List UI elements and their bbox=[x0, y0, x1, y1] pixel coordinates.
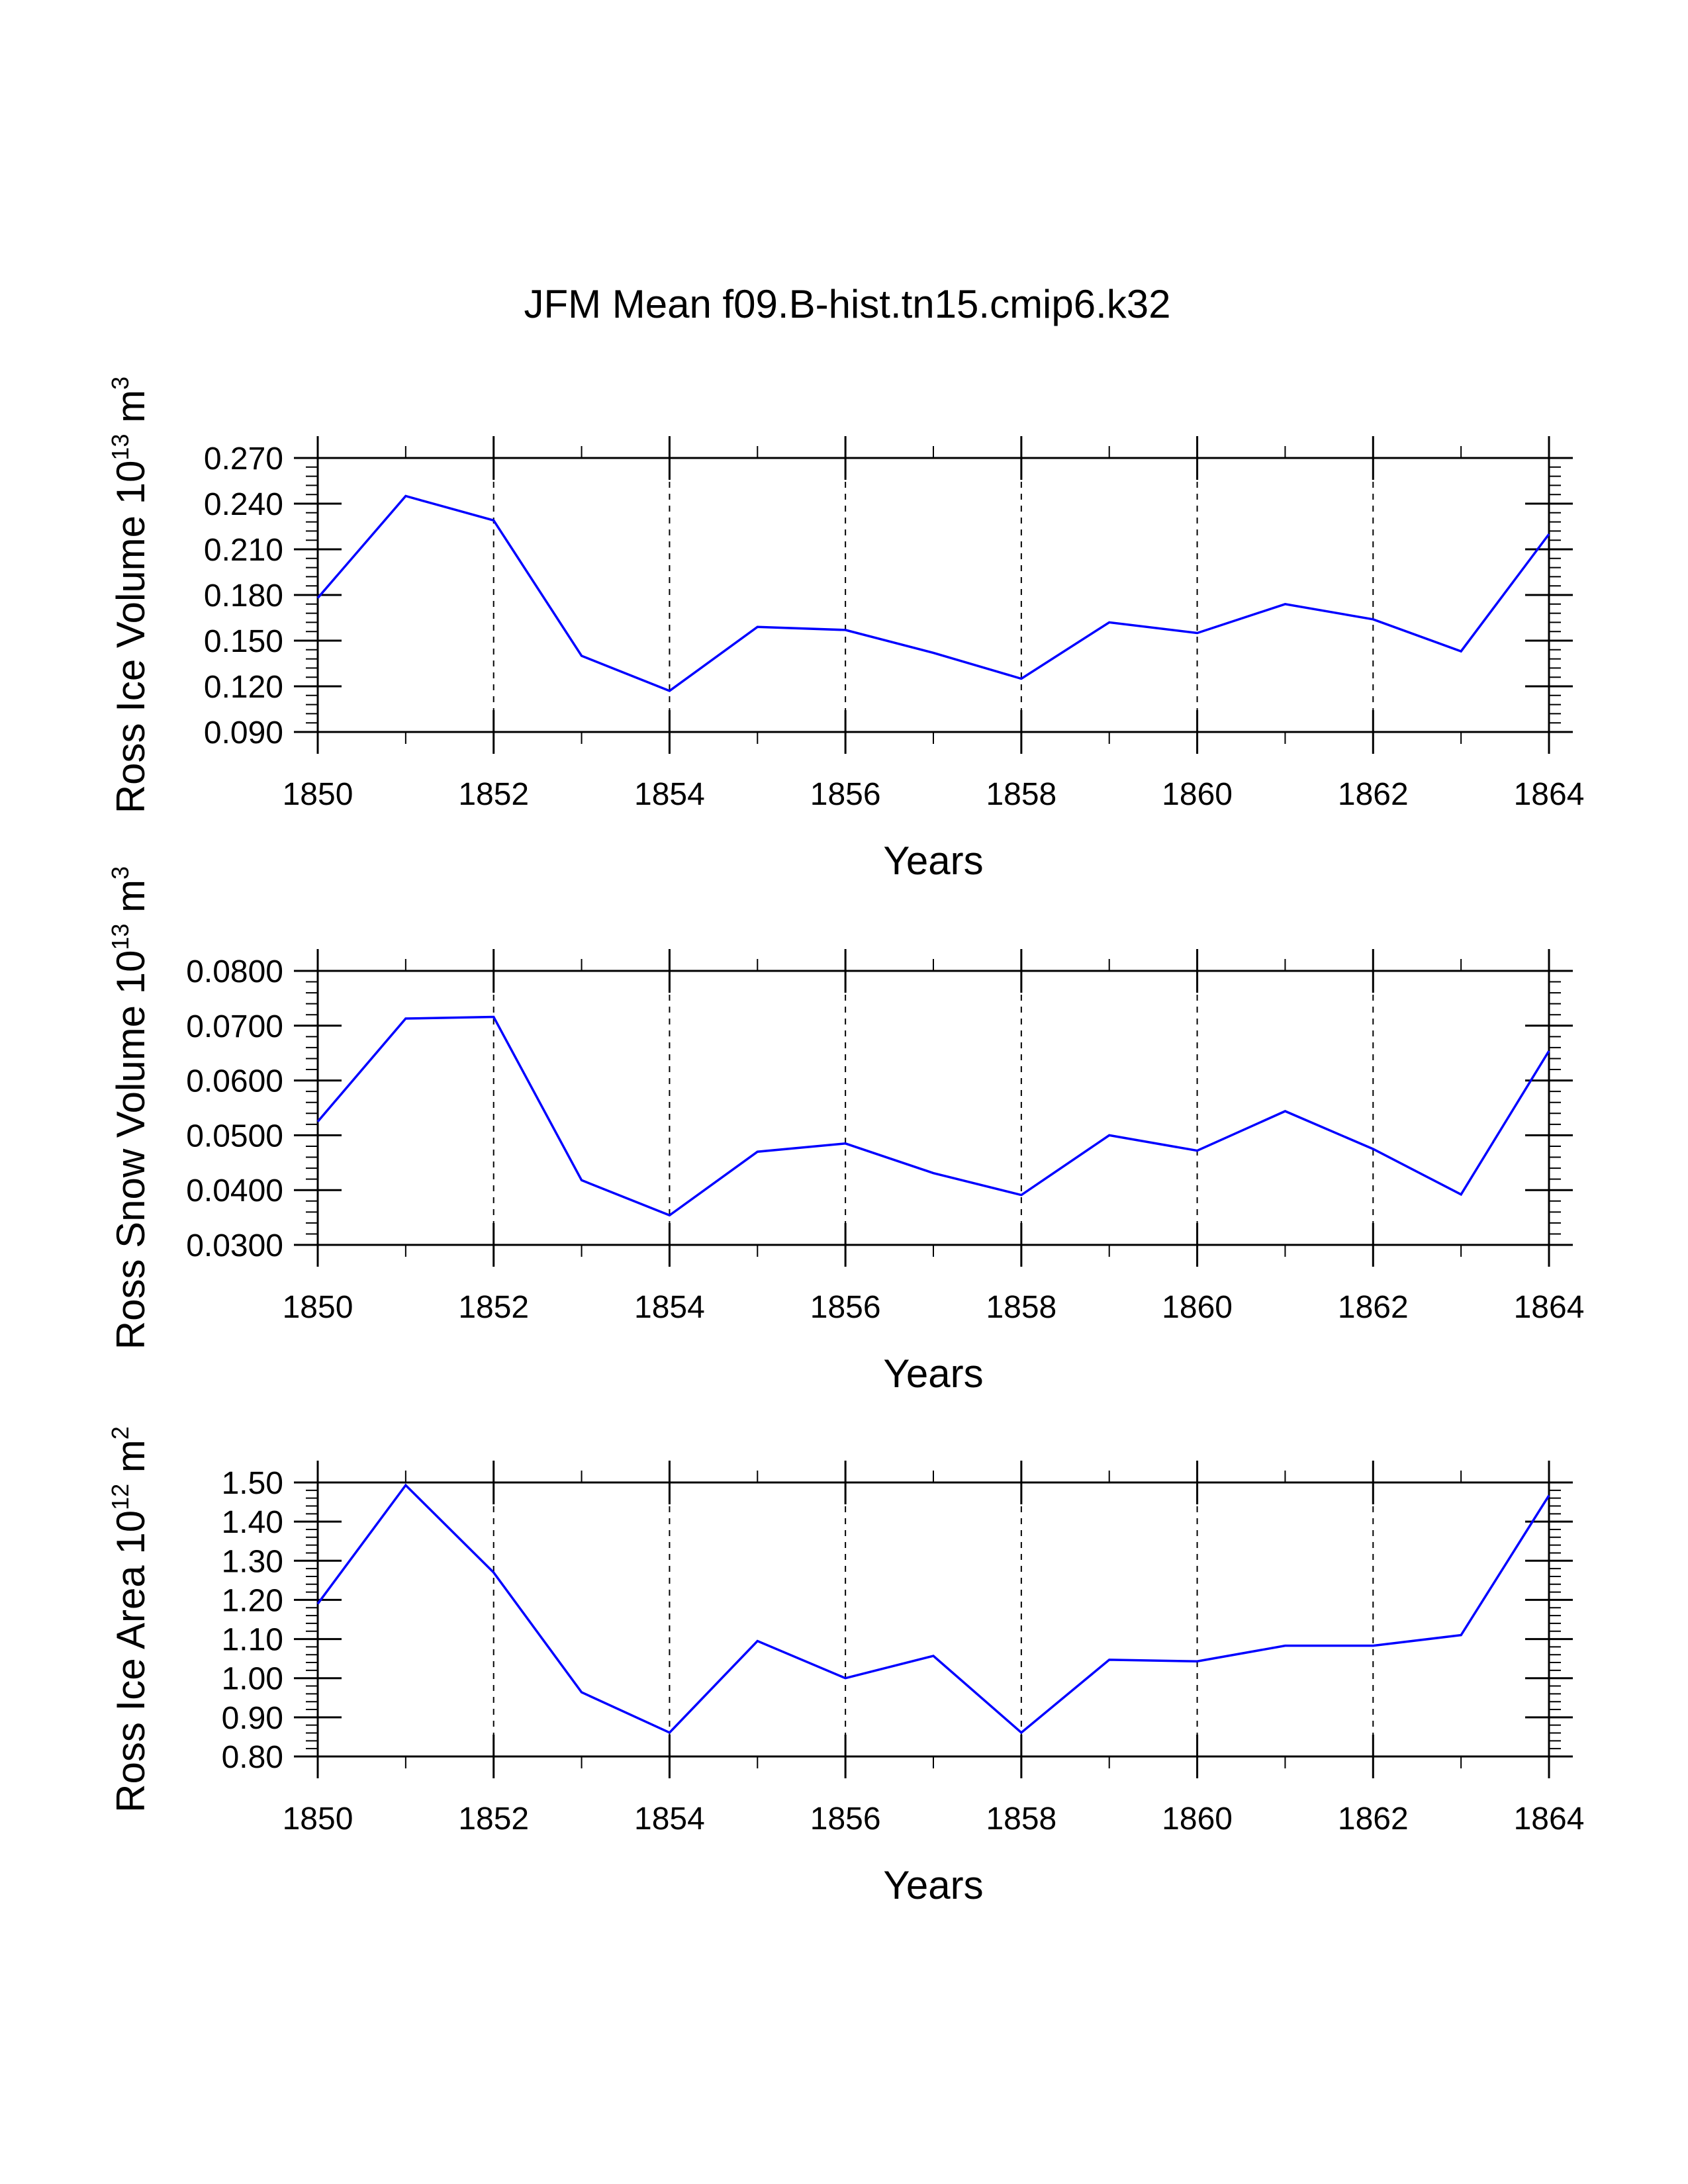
y-tick-label: 0.0400 bbox=[186, 1173, 283, 1208]
x-tick-label: 1856 bbox=[810, 777, 881, 812]
y-tick-label: 0.0800 bbox=[186, 954, 283, 989]
x-tick-label: 1854 bbox=[634, 777, 705, 812]
x-tick-label: 1850 bbox=[283, 1801, 353, 1837]
y-tick-label: 0.120 bbox=[204, 670, 283, 705]
x-tick-label: 1850 bbox=[283, 1290, 353, 1325]
chart-panel-ross-ice-volume: 1850 1852 1854 1856 1858 1860 1862 1864 0.090 0.1… bbox=[107, 377, 1584, 883]
x-tick-label: 1858 bbox=[986, 777, 1056, 812]
y-tick-label: 0.0500 bbox=[186, 1118, 283, 1154]
y-tick-label: 0.090 bbox=[204, 715, 283, 751]
x-tick-label: 1858 bbox=[986, 1290, 1056, 1325]
y-tick-label: 1.20 bbox=[222, 1583, 283, 1618]
y-tick-label: 0.0600 bbox=[186, 1064, 283, 1099]
y-tick-label: 0.90 bbox=[222, 1701, 283, 1736]
x-tick-label: 1862 bbox=[1338, 1801, 1409, 1837]
y-tick-label: 0.0700 bbox=[186, 1009, 283, 1044]
x-tick-label: 1860 bbox=[1162, 1801, 1233, 1837]
x-tick-label: 1864 bbox=[1514, 1801, 1585, 1837]
y-tick-label: 1.10 bbox=[222, 1623, 283, 1658]
x-tick-label: 1856 bbox=[810, 1290, 881, 1325]
x-tick-label: 1852 bbox=[458, 777, 529, 812]
x-tick-label: 1864 bbox=[1514, 1290, 1585, 1325]
chart-panel-ross-snow-volume: 1850 1852 1854 1856 1858 1860 1862 1864 0.0300 0.… bbox=[107, 866, 1584, 1396]
x-tick-label: 1858 bbox=[986, 1801, 1056, 1837]
y-tick-label: 0.240 bbox=[204, 487, 283, 522]
y-tick-label: 0.180 bbox=[204, 578, 283, 614]
y-tick-label: 0.0300 bbox=[186, 1228, 283, 1263]
y-tick-label: 1.40 bbox=[222, 1505, 283, 1540]
x-tick-label: 1854 bbox=[634, 1290, 705, 1325]
y-axis-label: Ross Ice Area 1012 m2 bbox=[107, 1426, 153, 1813]
x-axis-label: Years bbox=[883, 839, 983, 883]
x-tick-label: 1852 bbox=[458, 1801, 529, 1837]
x-tick-label: 1862 bbox=[1338, 777, 1409, 812]
figure-title: JFM Mean f09.B-hist.tn15.cmip6.k32 bbox=[524, 282, 1170, 326]
panels: 1850 1852 1854 1856 1858 1860 1862 1864 0.090 0.1… bbox=[107, 377, 1584, 1907]
x-tick-label: 1860 bbox=[1162, 777, 1233, 812]
y-tick-label: 0.210 bbox=[204, 533, 283, 568]
x-axis-label: Years bbox=[883, 1863, 983, 1907]
x-tick-label: 1860 bbox=[1162, 1290, 1233, 1325]
x-tick-label: 1856 bbox=[810, 1801, 881, 1837]
y-tick-label: 1.30 bbox=[222, 1544, 283, 1579]
x-tick-label: 1850 bbox=[283, 777, 353, 812]
x-axis-label: Years bbox=[883, 1351, 983, 1396]
x-tick-label: 1852 bbox=[458, 1290, 529, 1325]
series-line bbox=[316, 494, 1550, 692]
x-tick-label: 1864 bbox=[1514, 777, 1585, 812]
x-tick-label: 1854 bbox=[634, 1801, 705, 1837]
y-tick-label: 0.270 bbox=[204, 441, 283, 477]
chart-panel-ross-ice-area: 1850 1852 1854 1856 1858 1860 1862 1864 0.80 0.90… bbox=[107, 1426, 1584, 1907]
y-axis-label: Ross Snow Volume 1013 m3 bbox=[107, 866, 153, 1349]
y-tick-label: 1.00 bbox=[222, 1662, 283, 1697]
series-line bbox=[316, 1483, 1550, 1735]
series-line bbox=[316, 1015, 1550, 1217]
y-tick-label: 0.80 bbox=[222, 1740, 283, 1775]
y-tick-label: 1.50 bbox=[222, 1466, 283, 1501]
y-tick-label: 0.150 bbox=[204, 624, 283, 659]
x-tick-label: 1862 bbox=[1338, 1290, 1409, 1325]
y-axis-label: Ross Ice Volume 1013 m3 bbox=[107, 377, 153, 813]
